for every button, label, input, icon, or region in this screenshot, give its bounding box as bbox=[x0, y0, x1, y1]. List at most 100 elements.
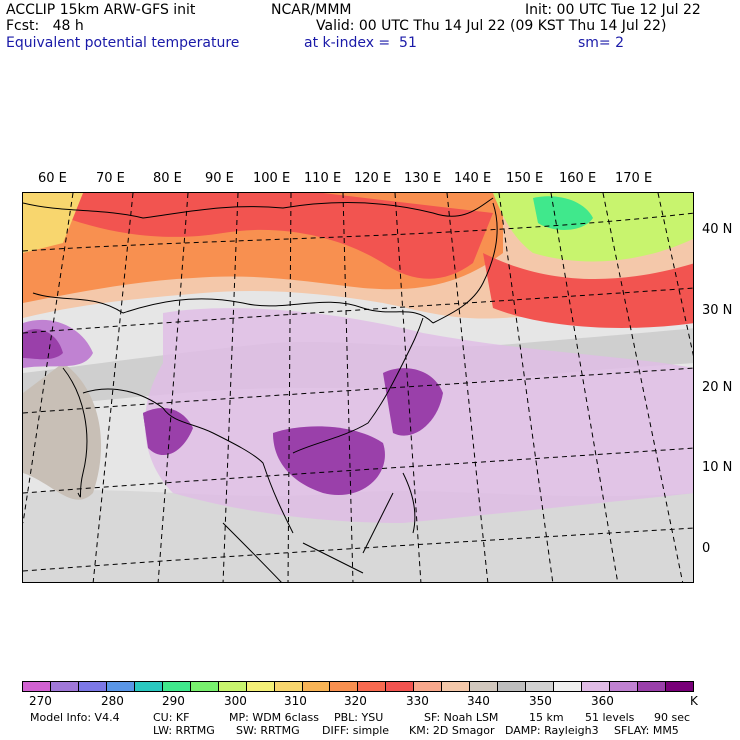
lon-line bbox=[23, 193, 74, 524]
lat-label: 30 N bbox=[702, 303, 733, 318]
lon-label: 140 E bbox=[454, 171, 492, 186]
colorbar-swatch bbox=[106, 682, 135, 691]
lat-line bbox=[23, 367, 693, 414]
lat-label: 0 bbox=[702, 541, 711, 556]
graticule bbox=[23, 193, 693, 582]
lat-line bbox=[23, 527, 693, 572]
colorbar-label: 360 bbox=[591, 694, 614, 708]
lon-line bbox=[602, 193, 684, 582]
colorbar-label: 310 bbox=[284, 694, 307, 708]
cu-scheme: CU: KF bbox=[153, 711, 190, 724]
pbl-scheme: PBL: YSU bbox=[334, 711, 384, 724]
lon-label: 80 E bbox=[153, 171, 182, 186]
lon-label: 170 E bbox=[615, 171, 653, 186]
colorbar-label: 300 bbox=[224, 694, 247, 708]
smoothing-label: sm= 2 bbox=[578, 35, 625, 51]
lon-label: 150 E bbox=[506, 171, 544, 186]
lat-line bbox=[23, 287, 693, 334]
center-label: NCAR/MMM bbox=[271, 2, 352, 18]
sflay-scheme: SFLAY: MM5 bbox=[614, 724, 679, 737]
red-zone bbox=[53, 193, 493, 279]
valid-time: Valid: 00 UTC Thu 14 Jul 22 (09 KST Thu … bbox=[316, 18, 667, 34]
lw-scheme: LW: RRTMG bbox=[153, 724, 215, 737]
model-info: Model Info: V4.4 bbox=[30, 711, 120, 724]
colorbar-swatch bbox=[190, 682, 219, 691]
lat-label: 20 N bbox=[702, 380, 733, 395]
colorbar-swatch bbox=[386, 682, 415, 691]
sf-scheme: SF: Noah LSM bbox=[424, 711, 499, 724]
purple-core-repeat2 bbox=[273, 426, 385, 495]
green-zone bbox=[533, 196, 593, 230]
mp-scheme: MP: WDM 6class bbox=[229, 711, 319, 724]
colorbar-swatch bbox=[442, 682, 471, 691]
colorbar-swatch bbox=[302, 682, 331, 691]
colorbar-swatch bbox=[554, 682, 583, 691]
gray-band-south bbox=[23, 490, 693, 582]
purple-core-repeat3 bbox=[143, 408, 193, 456]
colorbar-swatch bbox=[358, 682, 387, 691]
lon-line bbox=[394, 193, 422, 582]
colorbar-unit: K bbox=[690, 694, 698, 708]
india-coast bbox=[62, 367, 88, 498]
japan-coast bbox=[432, 202, 498, 324]
colorbar bbox=[22, 681, 694, 692]
colorbar-swatch bbox=[665, 682, 693, 691]
diff-scheme: DIFF: simple bbox=[322, 724, 390, 737]
resolution: 15 km bbox=[529, 711, 564, 724]
lon-label: 90 E bbox=[205, 171, 234, 186]
bay-coast bbox=[82, 388, 294, 534]
red-zone-pacific bbox=[483, 253, 693, 328]
timestep: 90 sec bbox=[654, 711, 691, 724]
colorbar-swatch bbox=[470, 682, 499, 691]
border-line bbox=[23, 197, 494, 219]
colorbar-swatch bbox=[23, 682, 51, 691]
colorbar-swatch bbox=[582, 682, 611, 691]
lat-line bbox=[23, 447, 693, 494]
theta-e-map bbox=[22, 192, 694, 583]
lon-label: 130 E bbox=[404, 171, 442, 186]
colorbar-label: 320 bbox=[344, 694, 367, 708]
lon-label: 120 E bbox=[354, 171, 392, 186]
indonesia-coast bbox=[222, 522, 364, 582]
colorbar-swatch bbox=[50, 682, 79, 691]
colorbar-label: 340 bbox=[467, 694, 490, 708]
colorbar-swatch bbox=[78, 682, 107, 691]
lon-label: 70 E bbox=[96, 171, 125, 186]
lon-line bbox=[657, 193, 693, 357]
colorbar-swatch bbox=[498, 682, 527, 691]
colorbar-swatch bbox=[162, 682, 191, 691]
kindex-label: at k-index = 51 bbox=[304, 35, 417, 51]
model-title: ACCLIP 15km ARW-GFS init bbox=[6, 2, 196, 18]
colorbar-swatch bbox=[246, 682, 275, 691]
field-title: Equivalent potential temperature bbox=[6, 35, 240, 51]
colorbar-label: 330 bbox=[406, 694, 429, 708]
lon-label: 100 E bbox=[253, 171, 291, 186]
lon-line bbox=[92, 193, 134, 582]
colorbar-label: 280 bbox=[101, 694, 124, 708]
colorbar-swatch bbox=[274, 682, 303, 691]
colorbar-swatch bbox=[637, 682, 666, 691]
india-brown bbox=[23, 363, 102, 500]
colorbar-swatch bbox=[610, 682, 638, 691]
colorbar-swatch bbox=[330, 682, 359, 691]
init-time: Init: 00 UTC Tue 12 Jul 22 bbox=[525, 2, 701, 18]
lon-line bbox=[287, 193, 292, 582]
philippines-coast bbox=[362, 472, 416, 554]
colorbar-swatch bbox=[218, 682, 247, 691]
lat-label: 10 N bbox=[702, 460, 733, 475]
coastlines bbox=[23, 197, 498, 582]
lon-label: 160 E bbox=[559, 171, 597, 186]
lat-label: 40 N bbox=[702, 222, 733, 237]
colorbar-label: 270 bbox=[29, 694, 52, 708]
lon-label: 110 E bbox=[304, 171, 342, 186]
colorbar-swatch bbox=[526, 682, 555, 691]
lon-line bbox=[498, 193, 554, 582]
damp-scheme: DAMP: Rayleigh3 bbox=[505, 724, 599, 737]
sw-scheme: SW: RRTMG bbox=[236, 724, 300, 737]
lon-line bbox=[157, 193, 189, 582]
colorbar-swatch bbox=[134, 682, 163, 691]
lon-line bbox=[550, 193, 619, 582]
yellow-zone-west bbox=[23, 193, 83, 253]
forecast-hour: Fcst: 48 h bbox=[6, 18, 84, 34]
lon-line bbox=[446, 193, 489, 582]
